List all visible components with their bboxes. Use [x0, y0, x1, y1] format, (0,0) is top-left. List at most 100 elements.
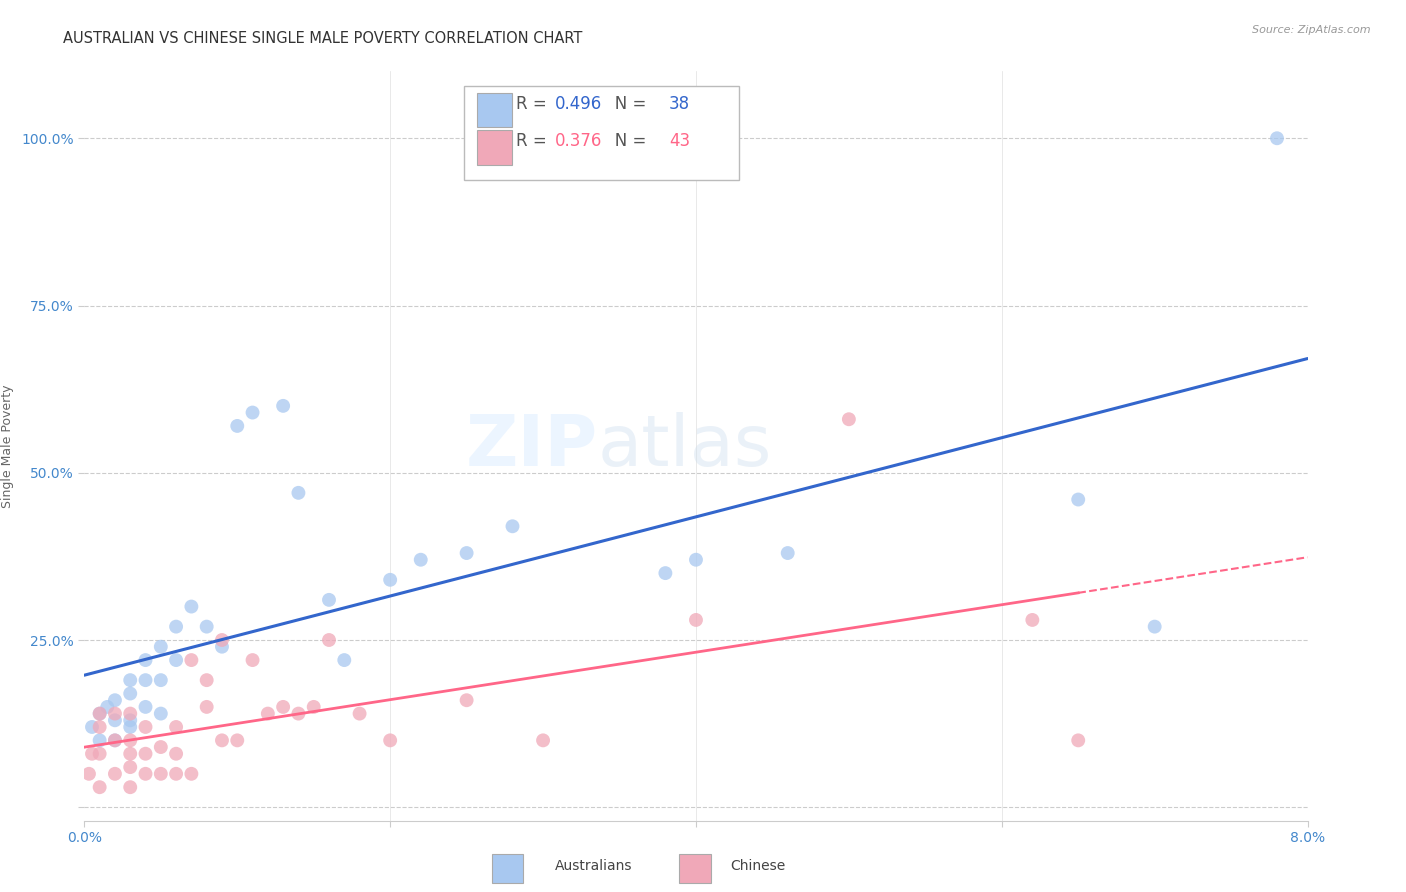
Point — [104, 733, 127, 747]
Point — [80, 747, 103, 761]
Point — [165, 653, 187, 667]
Point — [242, 653, 264, 667]
Point — [1067, 492, 1090, 507]
Point — [1265, 131, 1288, 145]
Point — [211, 640, 233, 654]
Point — [349, 706, 371, 721]
Text: atlas: atlas — [598, 411, 772, 481]
Point — [271, 399, 294, 413]
Point — [120, 760, 142, 774]
Point — [120, 720, 142, 734]
Point — [135, 720, 157, 734]
Point — [1143, 620, 1166, 634]
FancyBboxPatch shape — [492, 854, 523, 883]
Point — [838, 412, 860, 426]
Text: AUSTRALIAN VS CHINESE SINGLE MALE POVERTY CORRELATION CHART: AUSTRALIAN VS CHINESE SINGLE MALE POVERT… — [63, 31, 582, 46]
Point — [135, 700, 157, 714]
Point — [120, 687, 142, 701]
Point — [120, 733, 142, 747]
FancyBboxPatch shape — [477, 93, 513, 127]
Point — [135, 747, 157, 761]
Point — [104, 706, 127, 721]
Point — [89, 733, 111, 747]
Point — [96, 700, 118, 714]
Point — [685, 613, 707, 627]
Y-axis label: Single Male Poverty: Single Male Poverty — [1, 384, 14, 508]
Point — [287, 706, 309, 721]
Text: 0.496: 0.496 — [555, 95, 603, 112]
Point — [380, 733, 402, 747]
Point — [654, 566, 676, 581]
Point — [318, 633, 340, 648]
Point — [380, 573, 402, 587]
Text: 38: 38 — [669, 95, 690, 112]
Point — [89, 780, 111, 795]
Point — [104, 714, 127, 728]
Point — [211, 733, 233, 747]
Point — [242, 406, 264, 420]
Point — [1021, 613, 1043, 627]
Point — [531, 733, 554, 747]
Point — [149, 706, 172, 721]
Point — [165, 767, 187, 781]
Text: R =: R = — [516, 132, 553, 150]
Point — [211, 633, 233, 648]
Point — [226, 419, 249, 434]
Point — [120, 780, 142, 795]
Point — [149, 673, 172, 688]
Point — [104, 767, 127, 781]
Point — [685, 553, 707, 567]
Point — [120, 706, 142, 721]
Point — [89, 706, 111, 721]
Text: Australians: Australians — [555, 859, 633, 872]
Text: R =: R = — [516, 95, 553, 112]
Text: Source: ZipAtlas.com: Source: ZipAtlas.com — [1253, 25, 1371, 35]
Text: 0.376: 0.376 — [555, 132, 603, 150]
Point — [456, 693, 478, 707]
Point — [333, 653, 356, 667]
Point — [226, 733, 249, 747]
Point — [318, 593, 340, 607]
Point — [195, 700, 218, 714]
Point — [165, 620, 187, 634]
Point — [135, 767, 157, 781]
Point — [120, 714, 142, 728]
Point — [287, 486, 309, 500]
Point — [80, 720, 103, 734]
Point — [257, 706, 280, 721]
Point — [149, 740, 172, 755]
Point — [120, 747, 142, 761]
FancyBboxPatch shape — [464, 87, 738, 180]
Point — [77, 767, 100, 781]
Point — [195, 673, 218, 688]
Point — [456, 546, 478, 560]
Point — [89, 706, 111, 721]
Point — [165, 747, 187, 761]
Point — [89, 747, 111, 761]
Point — [165, 720, 187, 734]
Point — [302, 700, 325, 714]
Text: N =: N = — [599, 132, 652, 150]
Point — [409, 553, 432, 567]
Point — [149, 640, 172, 654]
Point — [180, 653, 202, 667]
Point — [1067, 733, 1090, 747]
Text: ZIP: ZIP — [465, 411, 598, 481]
Point — [104, 693, 127, 707]
Point — [135, 653, 157, 667]
FancyBboxPatch shape — [679, 854, 710, 883]
Text: N =: N = — [599, 95, 652, 112]
FancyBboxPatch shape — [477, 130, 513, 164]
Point — [104, 733, 127, 747]
Point — [776, 546, 799, 560]
Point — [120, 673, 142, 688]
Point — [149, 767, 172, 781]
Point — [89, 720, 111, 734]
Text: Chinese: Chinese — [730, 859, 786, 872]
Point — [135, 673, 157, 688]
Point — [502, 519, 524, 533]
Point — [271, 700, 294, 714]
Point — [180, 767, 202, 781]
Point — [180, 599, 202, 614]
Text: 43: 43 — [669, 132, 690, 150]
